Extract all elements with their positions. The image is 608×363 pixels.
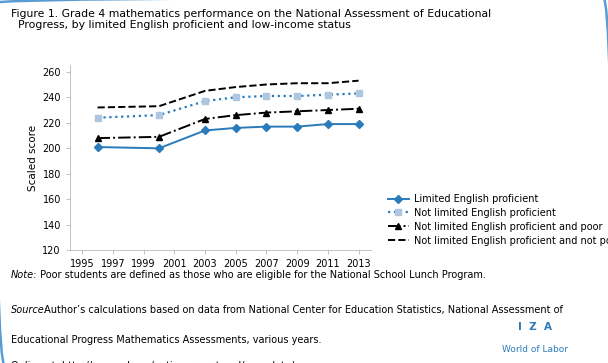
- Text: I  Z  A: I Z A: [518, 322, 552, 332]
- Text: Poor students are defined as those who are eligible for the National School Lunc: Poor students are defined as those who a…: [37, 270, 486, 281]
- Text: Figure 1. Grade 4 mathematics performance on the National Assessment of Educatio: Figure 1. Grade 4 mathematics performanc…: [11, 9, 491, 19]
- Text: Source:: Source:: [11, 305, 48, 315]
- Text: Educational Progress Mathematics Assessments, various years.: Educational Progress Mathematics Assessm…: [11, 335, 322, 345]
- Legend: Limited English proficient, Not limited English proficient, Not limited English : Limited English proficient, Not limited …: [388, 194, 608, 246]
- Y-axis label: Scaled score: Scaled score: [28, 125, 38, 191]
- Text: Author’s calculations based on data from National Center for Education Statistic: Author’s calculations based on data from…: [41, 305, 563, 315]
- Text: Online at: http://nces.ed.gov/nationsreportcard/naepdata/: Online at: http://nces.ed.gov/nationsrep…: [11, 361, 294, 363]
- Text: Progress, by limited English proficient and low-income status: Progress, by limited English proficient …: [11, 20, 351, 30]
- Text: World of Labor: World of Labor: [502, 345, 568, 354]
- Text: Note:: Note:: [11, 270, 37, 281]
